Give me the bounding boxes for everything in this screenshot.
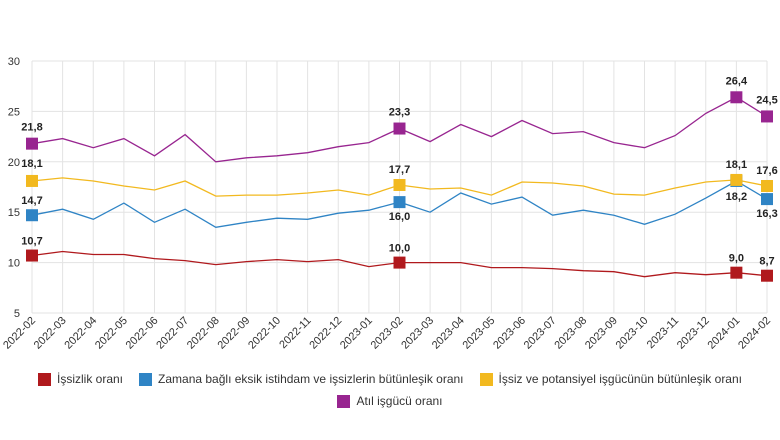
legend-item-potansiyel: İşsiz ve potansiyel işgücünün bütünleşik… (479, 372, 742, 386)
y-tick-label: 20 (8, 157, 20, 169)
y-tick-label: 30 (8, 56, 20, 68)
x-tick-label: 2022-06 (124, 315, 161, 352)
legend-item-atil: Atıl işgücü oranı (337, 394, 443, 408)
legend-item-issizlik: İşsizlik oranı (38, 372, 123, 386)
data-marker (730, 266, 743, 279)
data-label: 16,3 (756, 208, 777, 220)
legend-item-zamana-bagli: Zamana bağlı eksik istihdam ve işsizleri… (139, 372, 464, 386)
x-tick-label: 2022-11 (277, 315, 313, 351)
y-tick-label: 5 (14, 308, 20, 320)
data-marker (761, 193, 773, 206)
x-tick-label: 2022-02 (1, 315, 38, 352)
x-tick-label: 2023-05 (460, 315, 497, 352)
data-label: 18,1 (21, 158, 42, 170)
data-marker (761, 269, 773, 282)
data-label: 23,3 (389, 107, 410, 119)
data-marker (26, 209, 38, 222)
data-marker (26, 137, 38, 150)
legend-row-1: İşsizlik oranı Zamana bağlı eksik istihd… (0, 372, 780, 386)
data-label: 9,0 (729, 253, 744, 265)
data-label: 17,7 (389, 164, 410, 176)
x-tick-label: 2023-01 (338, 315, 375, 352)
legend-swatch-issizlik (38, 372, 51, 386)
data-marker (26, 174, 38, 187)
legend-label-potansiyel: İşsiz ve potansiyel işgücünün bütünleşik… (498, 372, 742, 386)
x-tick-label: 2022-03 (32, 315, 69, 352)
data-marker (761, 179, 773, 192)
legend-label-issizlik: İşsizlik oranı (57, 372, 124, 386)
gridlines (31, 60, 768, 314)
x-tick-label: 2023-11 (645, 315, 681, 351)
data-label: 21,8 (21, 122, 42, 134)
x-tick-label: 2022-08 (185, 315, 222, 352)
x-tick-label: 2023-07 (522, 315, 559, 352)
data-label: 18,1 (726, 159, 747, 171)
x-tick-label: 2022-10 (246, 315, 283, 352)
data-label: 16,0 (389, 211, 410, 223)
data-label: 10,7 (21, 236, 42, 248)
legend-label-zamana-bagli: Zamana bağlı eksik istihdam ve işsizleri… (158, 372, 464, 386)
data-marker (730, 173, 743, 186)
x-tick-label: 2022-04 (62, 315, 99, 352)
x-tick-label: 2023-08 (552, 315, 589, 352)
data-label: 24,5 (756, 94, 777, 106)
legend-swatch-zamana-bagli (139, 372, 153, 386)
x-tick-label: 2023-03 (399, 315, 436, 352)
y-axis-ticks: 5 10 15 20 25 30 (8, 56, 20, 320)
x-tick-label: 2024-02 (736, 315, 773, 352)
x-tick-label: 2022-05 (93, 315, 130, 352)
data-marker (393, 196, 406, 209)
x-axis-ticks: 2022-022022-032022-042022-052022-062022-… (1, 315, 773, 352)
data-marker (393, 122, 406, 135)
y-tick-label: 10 (8, 258, 20, 270)
x-tick-label: 2023-06 (491, 315, 528, 352)
x-tick-label: 2023-10 (614, 315, 651, 352)
data-marker (26, 249, 38, 262)
legend-label-atil: Atıl işgücü oranı (356, 394, 443, 408)
data-marker (730, 91, 743, 104)
y-tick-label: 25 (8, 106, 20, 118)
data-label: 14,7 (21, 195, 42, 207)
x-tick-label: 2022-09 (215, 315, 252, 352)
data-markers (26, 91, 773, 282)
data-marker (393, 256, 406, 269)
x-tick-label: 2023-12 (675, 315, 712, 352)
data-marker (761, 110, 773, 123)
legend-swatch-potansiyel (479, 372, 493, 386)
x-tick-label: 2023-09 (583, 315, 620, 352)
x-tick-label: 2022-12 (307, 315, 344, 352)
chart-legend: İşsizlik oranı Zamana bağlı eksik istihd… (0, 372, 780, 416)
data-label: 17,6 (756, 165, 777, 177)
x-tick-label: 2022-07 (154, 315, 191, 352)
data-labels: 10,7 10,0 9,0 8,7 14,7 16,0 18,1 16,3 18,1 17,7 18… (21, 75, 777, 267)
data-label: 10,0 (389, 243, 410, 255)
data-marker (393, 178, 406, 191)
y-tick-label: 15 (8, 207, 20, 219)
x-tick-label: 2023-04 (430, 315, 467, 352)
data-label: 18,2 (726, 191, 747, 203)
data-label: 26,4 (726, 75, 748, 87)
x-tick-label: 2023-02 (369, 315, 406, 352)
legend-swatch-atil (337, 394, 351, 408)
legend-row-2: Atıl işgücü oranı (0, 394, 780, 408)
x-tick-label: 2024-01 (705, 315, 742, 352)
data-label: 8,7 (759, 256, 774, 268)
